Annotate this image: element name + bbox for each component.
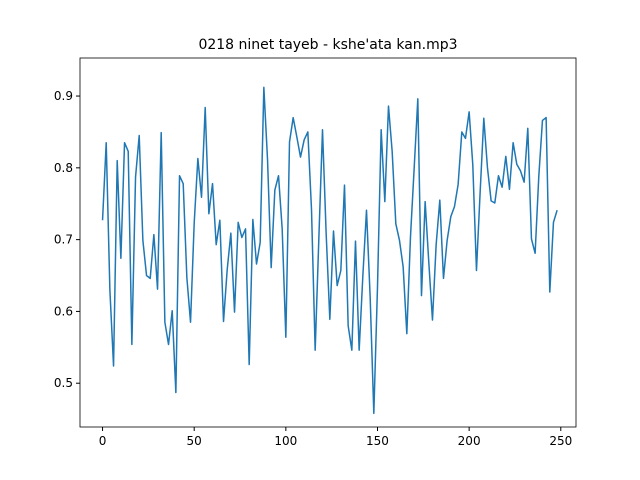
y-tick-label: 0.7	[54, 233, 73, 247]
y-tick-label: 0.8	[54, 161, 73, 175]
plot-frame	[79, 57, 577, 428]
x-tick-label: 100	[274, 434, 297, 448]
x-tick-label: 250	[549, 434, 572, 448]
y-tick-label: 0.5	[54, 376, 73, 390]
chart-title: 0218 ninet tayeb - kshe'ata kan.mp3	[198, 37, 457, 53]
x-tick-label: 200	[458, 434, 481, 448]
x-tick-label: 150	[366, 434, 389, 448]
y-tick-label: 0.9	[54, 89, 73, 103]
x-tick-label: 50	[187, 434, 202, 448]
x-tick-label: 0	[99, 434, 107, 448]
data-line	[101, 86, 558, 415]
y-tick-label: 0.6	[54, 304, 73, 318]
